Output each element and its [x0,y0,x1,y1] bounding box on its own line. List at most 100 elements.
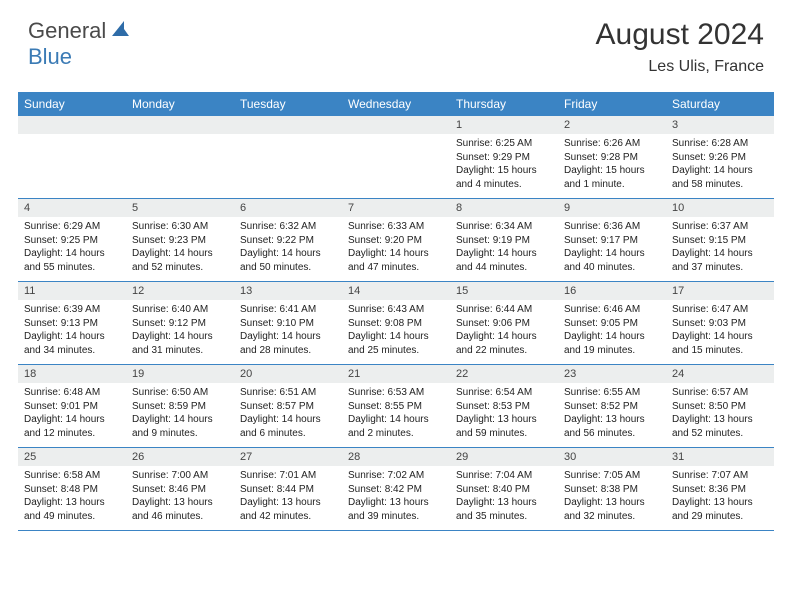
sunrise-line: Sunrise: 6:51 AM [240,386,336,400]
date-number: 22 [450,365,558,383]
date-number: 11 [18,282,126,300]
date-number: 10 [666,199,774,217]
sunset-line: Sunset: 9:19 PM [456,234,552,248]
date-number-empty [234,116,342,134]
daylight-line: Daylight: 14 hours and 47 minutes. [348,247,444,274]
sunrise-line: Sunrise: 6:33 AM [348,220,444,234]
cell-body: Sunrise: 6:41 AMSunset: 9:10 PMDaylight:… [234,300,342,361]
sunrise-line: Sunrise: 7:00 AM [132,469,228,483]
daylight-line: Daylight: 13 hours and 46 minutes. [132,496,228,523]
sunrise-line: Sunrise: 7:02 AM [348,469,444,483]
calendar-cell: 17Sunrise: 6:47 AMSunset: 9:03 PMDayligh… [666,282,774,364]
calendar-cell: 22Sunrise: 6:54 AMSunset: 8:53 PMDayligh… [450,365,558,447]
cell-body: Sunrise: 6:58 AMSunset: 8:48 PMDaylight:… [18,466,126,527]
sunrise-line: Sunrise: 6:28 AM [672,137,768,151]
date-number: 14 [342,282,450,300]
cell-body: Sunrise: 6:39 AMSunset: 9:13 PMDaylight:… [18,300,126,361]
sunrise-line: Sunrise: 6:41 AM [240,303,336,317]
sunset-line: Sunset: 8:52 PM [564,400,660,414]
cell-body: Sunrise: 6:37 AMSunset: 9:15 PMDaylight:… [666,217,774,278]
cell-body: Sunrise: 6:32 AMSunset: 9:22 PMDaylight:… [234,217,342,278]
calendar-cell [342,116,450,198]
sunset-line: Sunset: 8:48 PM [24,483,120,497]
sunrise-line: Sunrise: 6:34 AM [456,220,552,234]
date-number: 7 [342,199,450,217]
sunset-line: Sunset: 8:46 PM [132,483,228,497]
logo-text-blue: Blue [28,44,72,70]
cell-body: Sunrise: 6:40 AMSunset: 9:12 PMDaylight:… [126,300,234,361]
calendar-cell: 20Sunrise: 6:51 AMSunset: 8:57 PMDayligh… [234,365,342,447]
sunset-line: Sunset: 8:42 PM [348,483,444,497]
cell-body: Sunrise: 6:43 AMSunset: 9:08 PMDaylight:… [342,300,450,361]
sunset-line: Sunset: 9:10 PM [240,317,336,331]
calendar-cell [126,116,234,198]
date-number-empty [342,116,450,134]
sunset-line: Sunset: 9:20 PM [348,234,444,248]
sunrise-line: Sunrise: 6:48 AM [24,386,120,400]
date-number-empty [18,116,126,134]
logo-text-general: General [28,18,106,44]
daylight-line: Daylight: 14 hours and 34 minutes. [24,330,120,357]
calendar-weeks: 1Sunrise: 6:25 AMSunset: 9:29 PMDaylight… [18,116,774,531]
daylight-line: Daylight: 14 hours and 19 minutes. [564,330,660,357]
daylight-line: Daylight: 13 hours and 32 minutes. [564,496,660,523]
calendar-cell: 16Sunrise: 6:46 AMSunset: 9:05 PMDayligh… [558,282,666,364]
cell-body: Sunrise: 6:33 AMSunset: 9:20 PMDaylight:… [342,217,450,278]
day-header: Saturday [666,92,774,116]
daylight-line: Daylight: 14 hours and 50 minutes. [240,247,336,274]
calendar-cell: 26 Sunrise: 7:00 AMSunset: 8:46 PMDayligh… [126,448,234,530]
date-number: 6 [234,199,342,217]
calendar-week: 18Sunrise: 6:48 AMSunset: 9:01 PMDayligh… [18,365,774,448]
date-number: 13 [234,282,342,300]
sunset-line: Sunset: 9:23 PM [132,234,228,248]
date-number: 8 [450,199,558,217]
day-header: Wednesday [342,92,450,116]
daylight-line: Daylight: 14 hours and 2 minutes. [348,413,444,440]
date-number: 17 [666,282,774,300]
sunrise-line: Sunrise: 6:50 AM [132,386,228,400]
date-number: 25 [18,448,126,466]
daylight-line: Daylight: 14 hours and 22 minutes. [456,330,552,357]
header: General August 2024 Les Ulis, France [0,0,792,84]
daylight-line: Daylight: 14 hours and 37 minutes. [672,247,768,274]
daylight-line: Daylight: 14 hours and 58 minutes. [672,164,768,191]
date-number: 5 [126,199,234,217]
sunrise-line: Sunrise: 6:39 AM [24,303,120,317]
daylight-line: Daylight: 14 hours and 40 minutes. [564,247,660,274]
sunset-line: Sunset: 8:36 PM [672,483,768,497]
date-number-empty [126,116,234,134]
calendar-cell: 29Sunrise: 7:04 AMSunset: 8:40 PMDayligh… [450,448,558,530]
sunset-line: Sunset: 8:59 PM [132,400,228,414]
date-number: 26 [126,448,234,466]
title-block: August 2024 Les Ulis, France [596,18,764,76]
sunrise-line: Sunrise: 6:30 AM [132,220,228,234]
date-number: 16 [558,282,666,300]
calendar-cell: 10Sunrise: 6:37 AMSunset: 9:15 PMDayligh… [666,199,774,281]
calendar: SundayMondayTuesdayWednesdayThursdayFrid… [18,92,774,531]
date-number: 12 [126,282,234,300]
sunrise-line: Sunrise: 6:36 AM [564,220,660,234]
sunrise-line: Sunrise: 6:55 AM [564,386,660,400]
day-header: Tuesday [234,92,342,116]
date-number: 29 [450,448,558,466]
calendar-cell: 30Sunrise: 7:05 AMSunset: 8:38 PMDayligh… [558,448,666,530]
sunset-line: Sunset: 8:57 PM [240,400,336,414]
sunrise-line: Sunrise: 6:47 AM [672,303,768,317]
cell-body: Sunrise: 6:51 AMSunset: 8:57 PMDaylight:… [234,383,342,444]
date-number: 18 [18,365,126,383]
daylight-line: Daylight: 14 hours and 55 minutes. [24,247,120,274]
cell-body: Sunrise: 6:26 AMSunset: 9:28 PMDaylight:… [558,134,666,195]
sunrise-line: Sunrise: 6:53 AM [348,386,444,400]
daylight-line: Daylight: 15 hours and 1 minute. [564,164,660,191]
sunrise-line: Sunrise: 6:57 AM [672,386,768,400]
calendar-cell: 3Sunrise: 6:28 AMSunset: 9:26 PMDaylight… [666,116,774,198]
calendar-cell: 25Sunrise: 6:58 AMSunset: 8:48 PMDayligh… [18,448,126,530]
sunset-line: Sunset: 9:05 PM [564,317,660,331]
sunrise-line: Sunrise: 6:43 AM [348,303,444,317]
date-number: 3 [666,116,774,134]
sunrise-line: Sunrise: 6:25 AM [456,137,552,151]
calendar-cell: 15Sunrise: 6:44 AMSunset: 9:06 PMDayligh… [450,282,558,364]
calendar-cell: 2Sunrise: 6:26 AMSunset: 9:28 PMDaylight… [558,116,666,198]
sunset-line: Sunset: 9:25 PM [24,234,120,248]
daylight-line: Daylight: 14 hours and 52 minutes. [132,247,228,274]
